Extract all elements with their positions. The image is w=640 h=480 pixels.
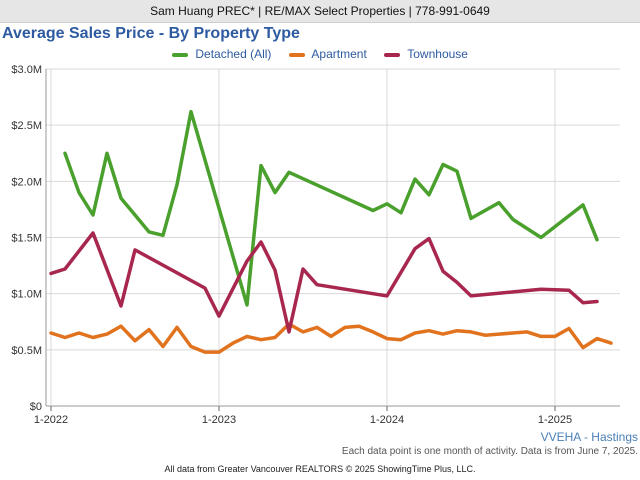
series-line-detached-all[interactable] xyxy=(63,109,599,307)
chart-area: $0 $0.5M $1.0M $1.5M $2.0M $2.5M $3.0M 1-2022 1-… xyxy=(11,64,620,426)
legend-item-apartment[interactable]: Apartment xyxy=(288,45,367,63)
y-tick-label: $0.5M xyxy=(11,345,42,357)
y-tick-label: $1.0M xyxy=(11,289,42,301)
legend-item-townhouse[interactable]: Townhouse xyxy=(384,45,468,63)
data-note: Each data point is one month of activity… xyxy=(341,446,638,457)
legend-label-apartment: Apartment xyxy=(311,47,367,61)
series-line-townhouse[interactable] xyxy=(49,231,599,334)
axes: $0 $0.5M $1.0M $1.5M $2.0M $2.5M $3.0M 1-2022 1-… xyxy=(11,64,572,426)
series-line-apartment[interactable] xyxy=(49,322,613,354)
legend-label-detached: Detached (All) xyxy=(195,47,272,61)
x-tick-label: 1-2024 xyxy=(370,414,404,426)
y-tick-label: $1.5M xyxy=(11,233,42,245)
y-tick-label: $2.0M xyxy=(11,176,42,188)
gridlines xyxy=(46,68,620,407)
legend-swatch-townhouse xyxy=(384,52,401,57)
y-tick-label: $0 xyxy=(30,401,42,413)
legend-item-detached[interactable]: Detached (All) xyxy=(172,45,271,63)
x-tick-label: 1-2025 xyxy=(538,414,572,426)
chart-title: Average Sales Price - By Property Type xyxy=(2,25,300,42)
series-lines xyxy=(49,109,613,354)
legend-swatch-apartment xyxy=(288,52,305,57)
header-banner: Sam Huang PREC* | RE/MAX Select Properti… xyxy=(0,0,640,23)
copyright-footer: All data from Greater Vancouver REALTORS… xyxy=(164,464,476,474)
region-label: VVEHA - Hastings xyxy=(540,430,638,444)
y-tick-label: $3.0M xyxy=(11,64,42,76)
legend-swatch-detached xyxy=(172,52,189,57)
chart-legend: Detached (All) Apartment Townhouse xyxy=(0,45,640,63)
x-tick-label: 1-2022 xyxy=(34,414,68,426)
x-tick-label: 1-2023 xyxy=(202,414,236,426)
y-tick-label: $2.5M xyxy=(11,120,42,132)
legend-label-townhouse: Townhouse xyxy=(407,47,468,61)
